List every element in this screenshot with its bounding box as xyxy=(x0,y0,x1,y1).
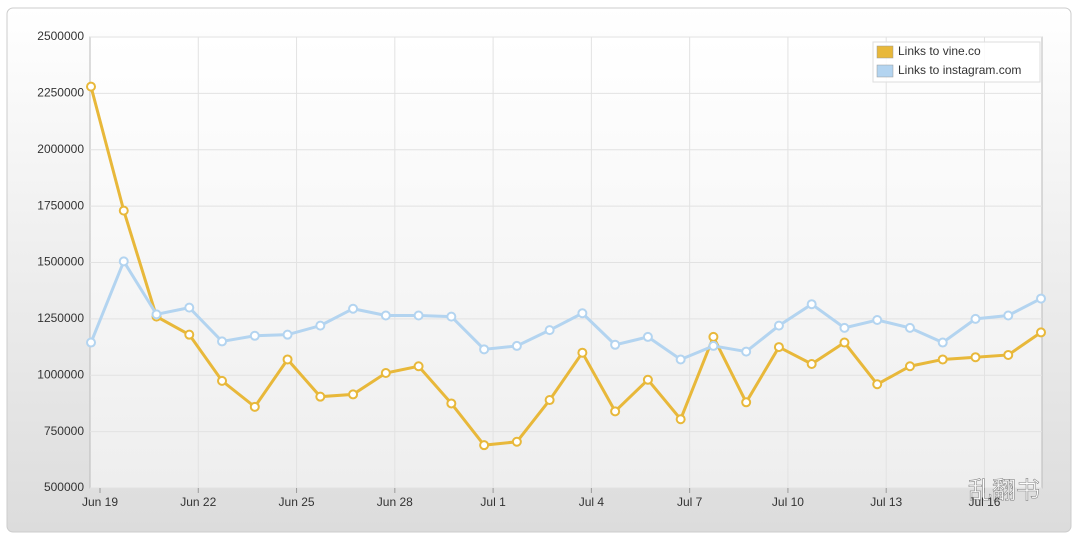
point xyxy=(675,354,686,365)
point xyxy=(544,325,555,336)
y-tick-label: 500000 xyxy=(44,480,84,494)
point xyxy=(446,398,457,409)
point xyxy=(118,205,129,216)
point xyxy=(773,320,784,331)
point xyxy=(348,303,359,314)
x-tick-label: Jul 4 xyxy=(579,495,605,509)
point xyxy=(904,322,915,333)
point xyxy=(282,329,293,340)
y-tick-label: 1250000 xyxy=(37,311,84,325)
point xyxy=(1003,349,1014,360)
point xyxy=(741,397,752,408)
point xyxy=(970,352,981,363)
legend-label: Links to instagram.com xyxy=(898,63,1021,77)
point xyxy=(511,436,522,447)
series-line xyxy=(89,258,1042,362)
point xyxy=(184,329,195,340)
x-tick-label: Jun 25 xyxy=(279,495,315,509)
point xyxy=(773,342,784,353)
x-tick-label: Jun 28 xyxy=(377,495,413,509)
point xyxy=(1036,327,1046,338)
x-tick-label: Jul 1 xyxy=(480,495,506,509)
x-tick-label: Jul 16 xyxy=(968,495,1000,509)
point xyxy=(249,401,260,412)
point xyxy=(446,311,457,322)
legend-swatch xyxy=(876,64,894,78)
point xyxy=(970,313,981,324)
y-tick-label: 2000000 xyxy=(37,142,84,156)
legend-box xyxy=(872,41,1041,83)
series-line xyxy=(89,86,1042,447)
y-tick-label: 2500000 xyxy=(37,29,84,43)
y-tick-label: 1500000 xyxy=(37,255,84,269)
point xyxy=(642,331,653,342)
watermark: 乱翻书 xyxy=(968,477,1040,504)
point xyxy=(806,358,817,369)
point xyxy=(675,414,686,425)
point xyxy=(1036,293,1046,304)
point xyxy=(610,406,621,417)
point xyxy=(86,337,96,348)
point xyxy=(708,340,719,351)
point xyxy=(511,340,522,351)
point xyxy=(872,315,883,326)
point xyxy=(217,336,228,347)
point xyxy=(708,331,719,342)
point xyxy=(479,344,490,355)
point xyxy=(380,367,391,378)
point xyxy=(413,310,424,321)
point xyxy=(577,347,588,358)
x-tick-label: Jul 10 xyxy=(772,495,804,509)
y-tick-label: 1000000 xyxy=(37,367,84,381)
point xyxy=(315,320,326,331)
point xyxy=(741,346,752,357)
point xyxy=(577,308,588,319)
point xyxy=(806,299,817,310)
point xyxy=(544,395,555,406)
point xyxy=(315,391,326,402)
point xyxy=(642,374,653,385)
x-tick-label: Jun 22 xyxy=(180,495,216,509)
legend-swatch xyxy=(876,45,894,59)
point xyxy=(184,302,195,313)
point xyxy=(249,330,260,341)
point xyxy=(151,309,162,320)
legend-label: Links to vine.co xyxy=(898,44,981,58)
point xyxy=(348,389,359,400)
point xyxy=(479,440,490,451)
y-tick-label: 1750000 xyxy=(37,198,84,212)
point xyxy=(1003,310,1014,321)
point xyxy=(937,337,948,348)
x-tick-label: Jun 19 xyxy=(82,495,118,509)
point xyxy=(872,379,883,390)
point xyxy=(86,81,96,92)
point xyxy=(610,339,621,350)
x-tick-label: Jul 7 xyxy=(677,495,703,509)
y-tick-label: 2250000 xyxy=(37,86,84,100)
x-tick-label: Jul 13 xyxy=(870,495,902,509)
point xyxy=(904,361,915,372)
point xyxy=(282,354,293,365)
point xyxy=(839,322,850,333)
point xyxy=(413,361,424,372)
point xyxy=(380,310,391,321)
point xyxy=(839,337,850,348)
point xyxy=(217,375,228,386)
y-tick-label: 750000 xyxy=(44,424,84,438)
point xyxy=(118,256,129,267)
point xyxy=(937,354,948,365)
